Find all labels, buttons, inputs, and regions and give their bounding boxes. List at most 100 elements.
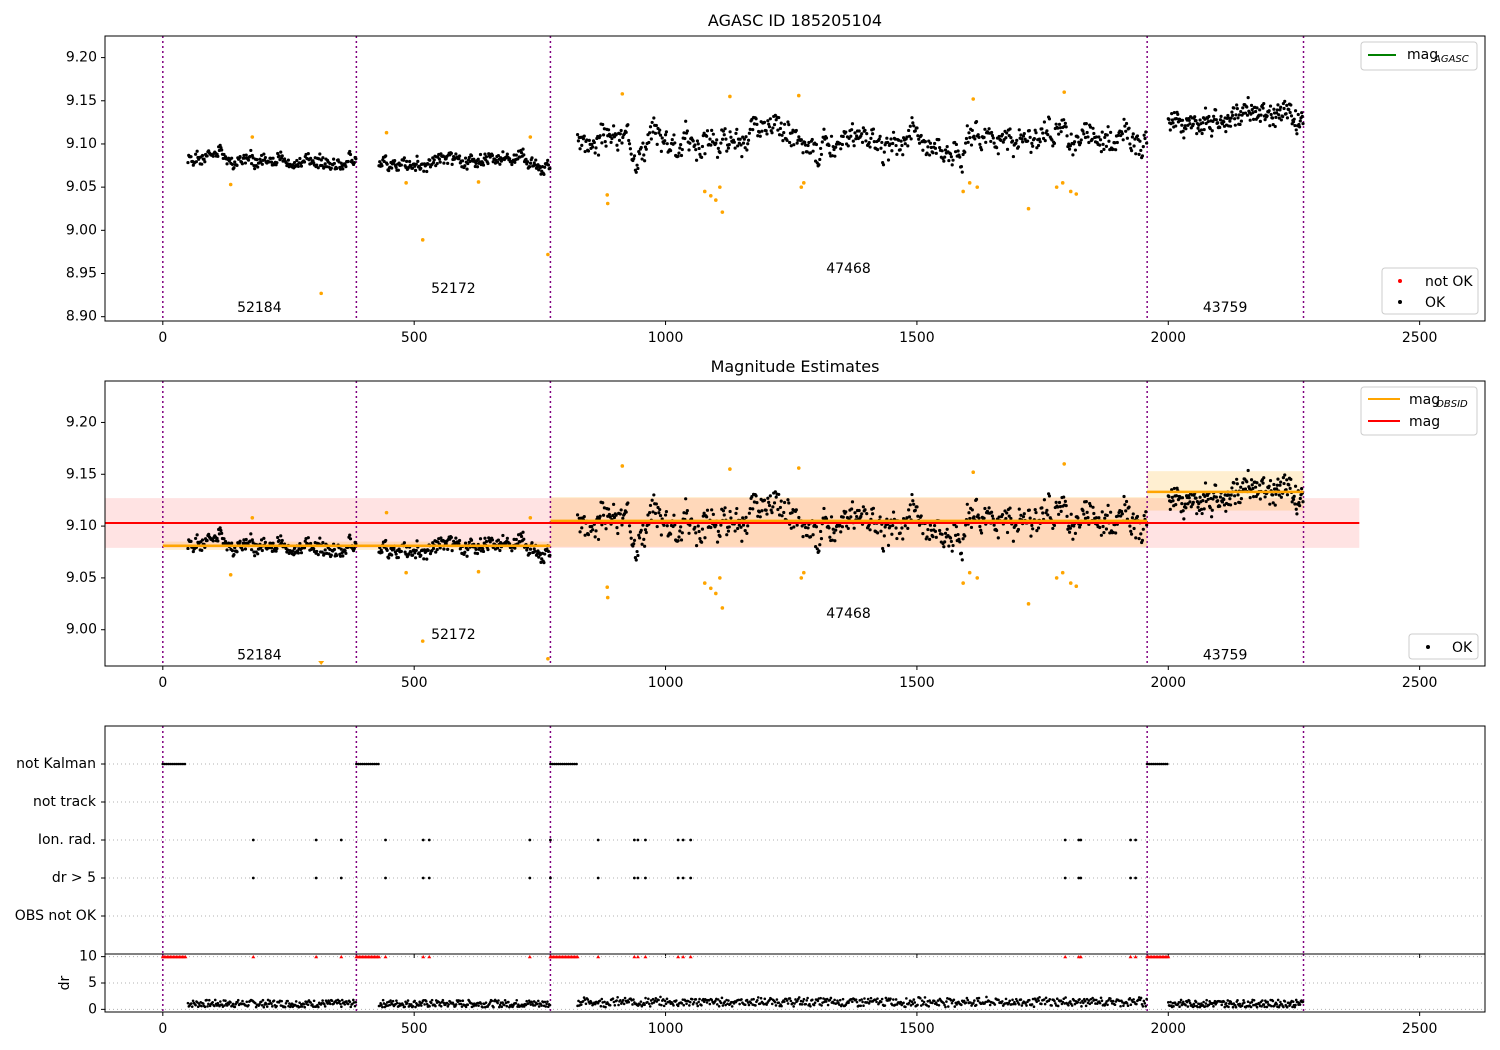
ok-point: [1236, 116, 1240, 120]
ok-point: [782, 122, 787, 126]
ok-point: [1232, 481, 1236, 485]
orange-point: [605, 585, 610, 590]
ok-point: [672, 133, 676, 137]
ok-point: [705, 129, 710, 133]
ok-point: [1262, 102, 1266, 106]
dr-point: [1093, 998, 1096, 1002]
dr-point: [321, 999, 324, 1002]
ok-point: [458, 538, 462, 543]
dr-point: [1050, 1004, 1053, 1007]
x-tick-label: 2500: [1402, 1021, 1438, 1037]
ok-point: [1034, 131, 1038, 135]
ok-point: [860, 132, 864, 136]
ok-point: [615, 143, 619, 147]
dr-point: [616, 995, 619, 999]
dr-point: [1119, 1004, 1122, 1008]
ok-point: [1007, 514, 1011, 518]
ok-point: [419, 166, 423, 170]
ok-point: [438, 546, 442, 550]
ok-point: [698, 537, 702, 541]
dr-point: [1128, 997, 1132, 1000]
ok-point: [741, 141, 746, 145]
ok-point: [765, 132, 769, 136]
ok-point: [1045, 508, 1049, 512]
ok-point: [1094, 135, 1098, 139]
dr-point: [194, 1003, 197, 1007]
dr-point: [1220, 1003, 1224, 1007]
dr-point: [311, 1003, 314, 1006]
ok-point: [795, 523, 799, 527]
ok-point: [1233, 501, 1237, 506]
ok-point: [279, 150, 283, 154]
ok-point: [767, 503, 772, 508]
ok-point: [947, 158, 951, 163]
ok-point: [1191, 500, 1195, 504]
ok-point: [1017, 128, 1021, 132]
dr-point: [1090, 1001, 1094, 1004]
orange-point: [476, 569, 481, 574]
ok-point: [1054, 500, 1058, 504]
orange-point: [1026, 206, 1031, 211]
dr-point: [953, 1005, 957, 1008]
ok-point: [1167, 117, 1171, 121]
ok-point: [428, 158, 432, 162]
ok-point: [1129, 529, 1133, 533]
ok-point: [1275, 483, 1279, 487]
ok-point: [1124, 129, 1128, 133]
dr-point: [1287, 1001, 1291, 1005]
dr-point: [1192, 1002, 1196, 1006]
ok-point: [694, 531, 698, 535]
ok-point: [1001, 140, 1005, 144]
dr-point: [820, 1004, 823, 1007]
dr-point: [1265, 1005, 1269, 1009]
ok-point: [970, 508, 974, 512]
dr-point: [190, 1002, 193, 1005]
dr-point: [691, 1002, 695, 1006]
dr-point: [723, 1000, 727, 1003]
ok-point: [548, 553, 552, 557]
ok-point: [259, 160, 263, 164]
dr-point: [919, 1004, 923, 1007]
ok-point: [757, 510, 762, 514]
ok-point: [820, 140, 824, 144]
dr-point: [1169, 1000, 1172, 1004]
dr-point: [1109, 999, 1113, 1003]
dr-point: [498, 1005, 501, 1009]
ok-point: [232, 553, 236, 557]
dr-point: [789, 999, 793, 1003]
ok-point: [1194, 119, 1198, 123]
ok-point: [1211, 497, 1215, 501]
dr-gt5-point: [1129, 876, 1132, 880]
ok-point: [1259, 113, 1263, 117]
dr-point: [684, 999, 687, 1003]
ok-point: [1029, 534, 1033, 538]
ok-point: [1254, 109, 1258, 114]
ok-point: [1083, 516, 1088, 520]
dr-point: [434, 1004, 437, 1008]
ok-point: [508, 157, 512, 161]
ok-point: [216, 154, 220, 158]
orange-point: [384, 510, 389, 515]
ok-point: [1274, 115, 1278, 120]
ok-point: [1078, 523, 1083, 527]
ok-point: [771, 505, 775, 509]
dr-point: [1202, 1000, 1205, 1004]
dr-point: [1081, 999, 1084, 1003]
ok-point: [476, 157, 480, 161]
ok-point: [1113, 141, 1117, 145]
ok-point: [925, 151, 929, 155]
ok-point: [194, 536, 198, 541]
ok-point: [587, 138, 591, 142]
dr-point: [727, 999, 730, 1002]
ok-point: [970, 128, 974, 133]
dr-point: [950, 1001, 954, 1005]
ok-point: [292, 160, 297, 165]
ok-point: [694, 158, 699, 162]
dr-point: [395, 999, 398, 1002]
dr-point: [461, 999, 465, 1002]
ok-point: [956, 532, 960, 537]
ok-point: [1228, 124, 1233, 128]
ok-point: [1183, 124, 1187, 128]
dr-point: [330, 999, 334, 1003]
ok-point: [827, 526, 831, 530]
